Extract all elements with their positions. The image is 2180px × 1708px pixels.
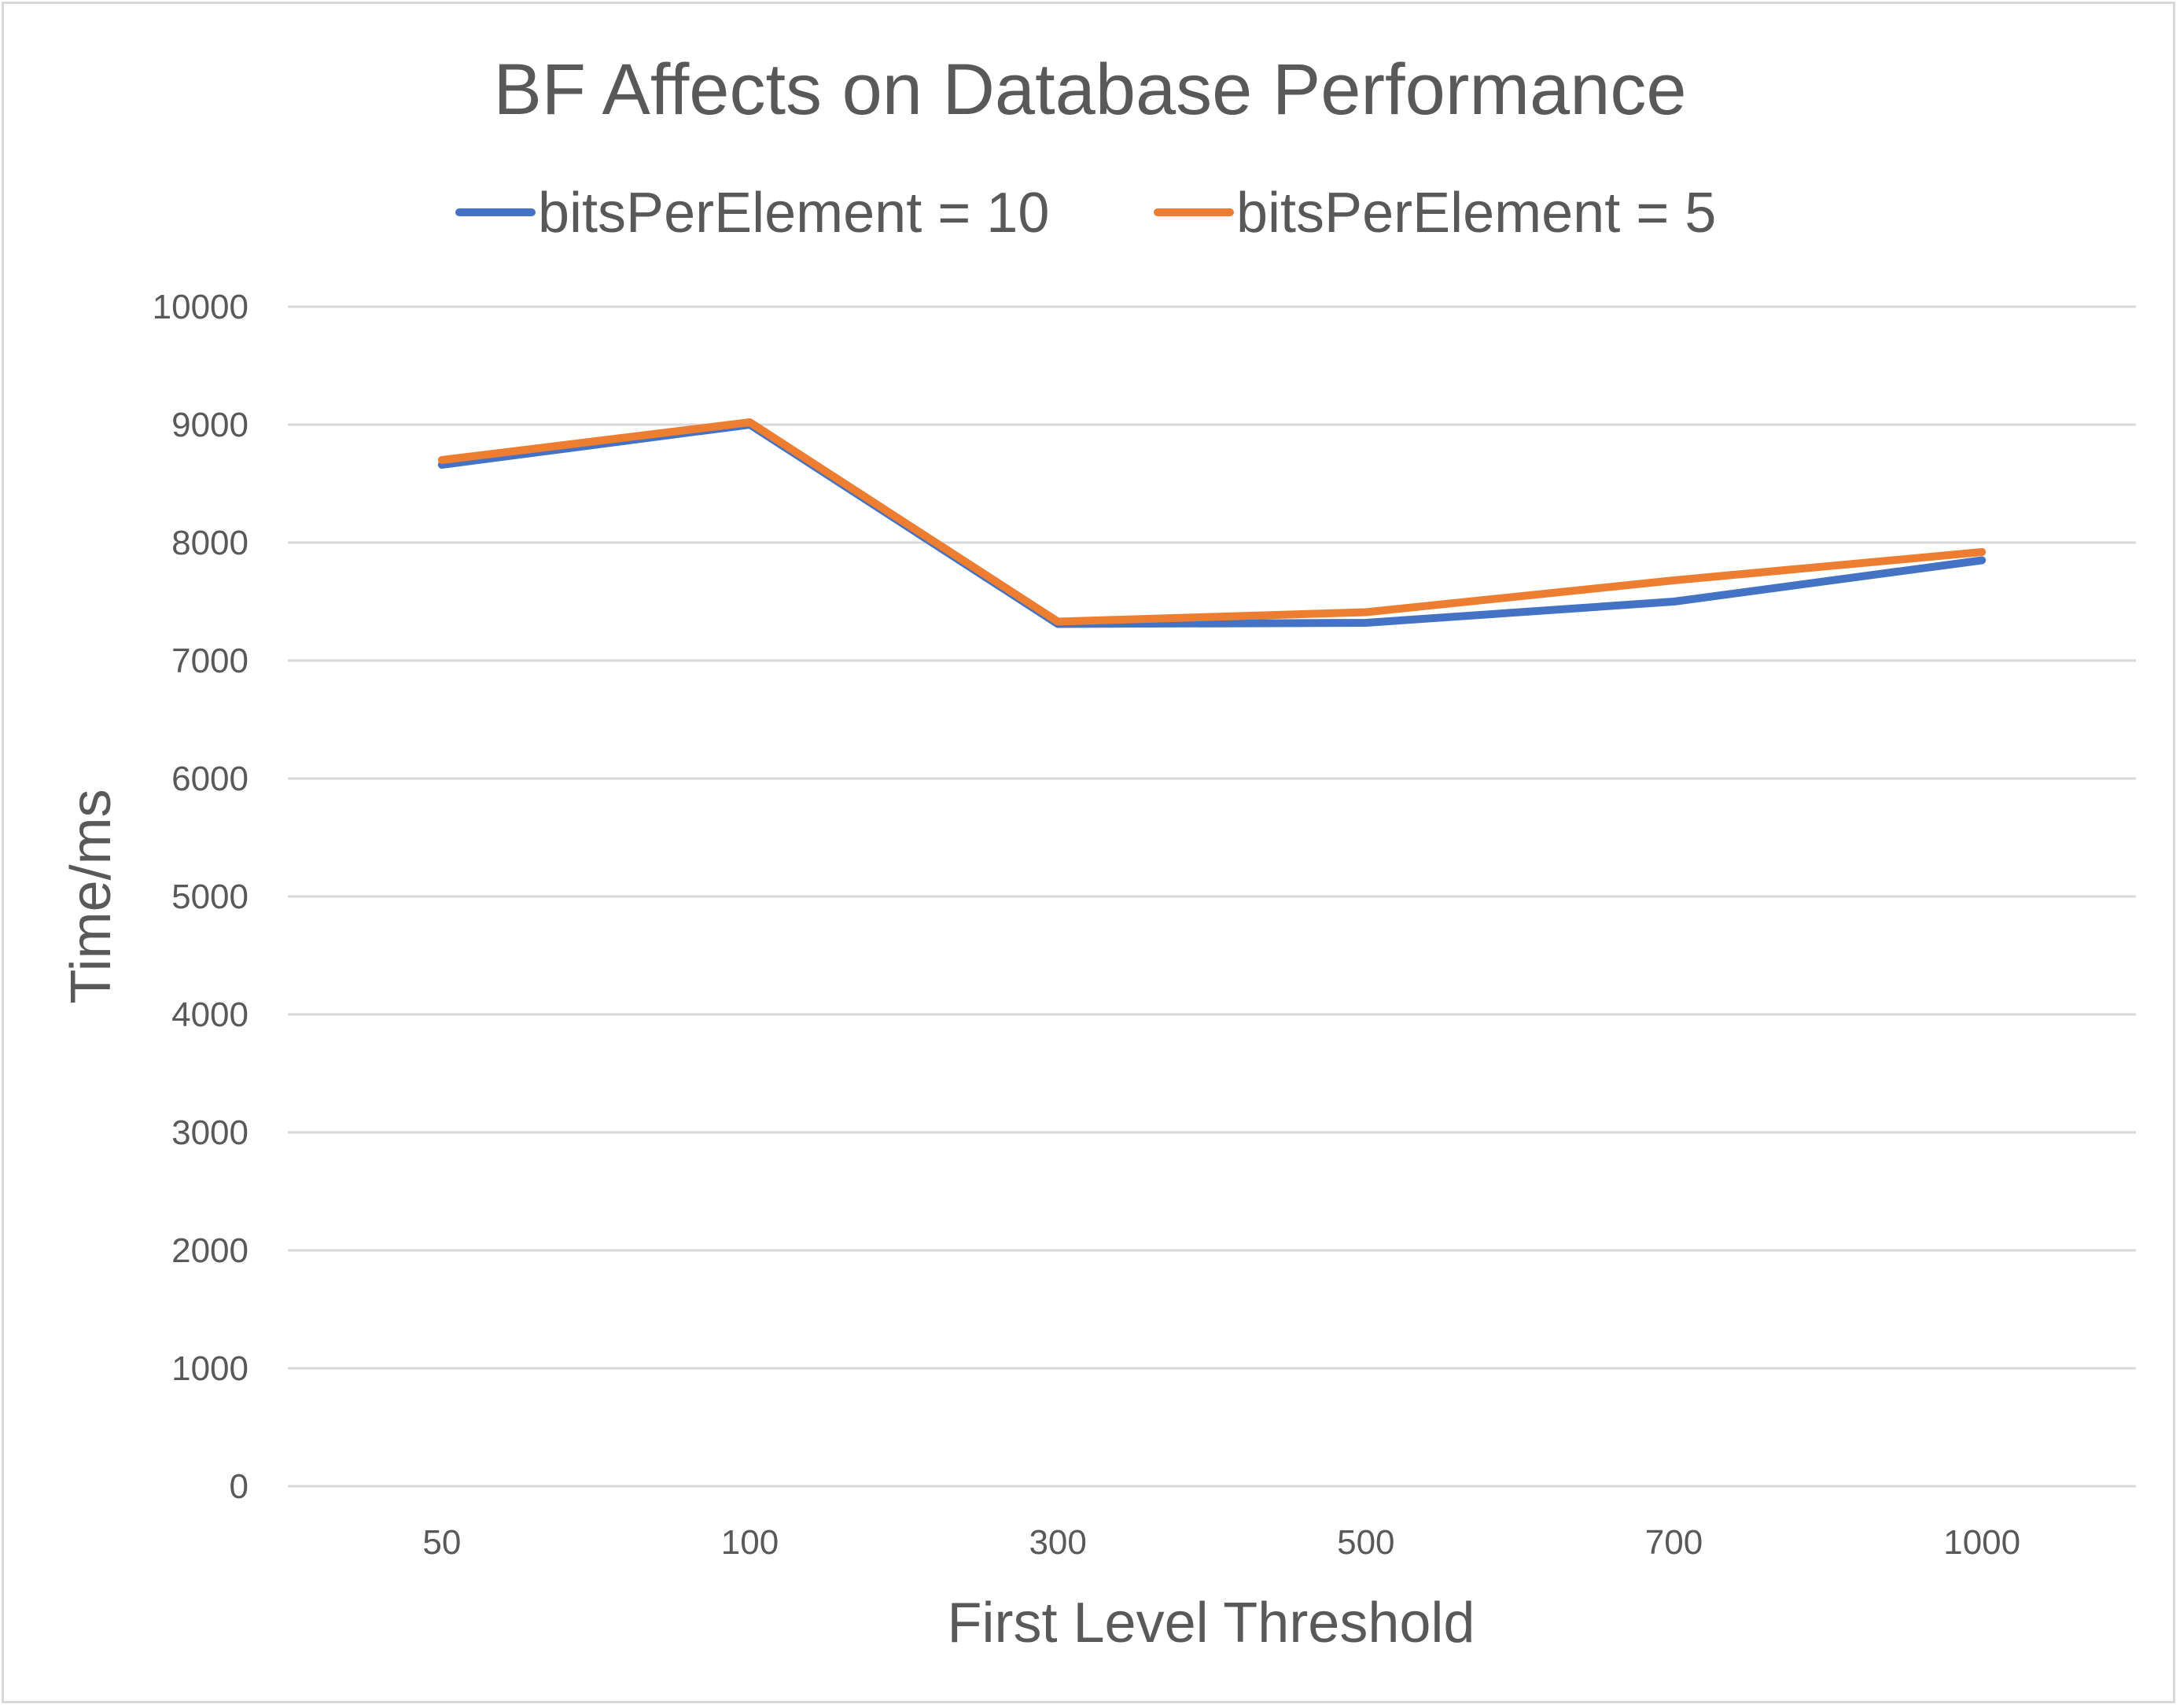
y-tick-label: 3000 — [171, 1114, 249, 1152]
x-axis-title: First Level Threshold — [948, 1592, 1475, 1655]
y-tick-label: 9000 — [171, 406, 249, 444]
y-tick-label: 4000 — [171, 996, 249, 1034]
y-tick-label: 6000 — [171, 760, 249, 798]
x-tick-label: 700 — [1645, 1523, 1703, 1562]
y-tick-label: 2000 — [171, 1231, 249, 1270]
x-axis-ticks: 50 100 300 500 700 1000 — [422, 1523, 2020, 1562]
gridlines — [288, 305, 2136, 1488]
x-tick-label: 50 — [422, 1523, 461, 1562]
series-line-2 — [437, 418, 1987, 626]
x-tick-label: 500 — [1337, 1523, 1394, 1562]
legend-label-2: bitsPerElement = 5 — [1236, 182, 1716, 245]
x-tick-label: 300 — [1029, 1523, 1086, 1562]
y-tick-label: 10000 — [153, 288, 249, 326]
y-axis-title: Time/ms — [60, 789, 123, 1003]
y-tick-label: 0 — [230, 1467, 249, 1506]
legend: bitsPerElement = 10 bitsPerElement = 5 — [455, 182, 1716, 245]
series-lines — [437, 418, 1987, 628]
x-tick-label: 1000 — [1943, 1523, 2020, 1562]
chart-title: BF Affects on Database Performance — [493, 50, 1686, 130]
y-tick-label: 8000 — [171, 524, 249, 562]
legend-label-1: bitsPerElement = 10 — [538, 182, 1049, 245]
y-tick-label: 1000 — [171, 1349, 249, 1388]
y-tick-label: 7000 — [171, 642, 249, 680]
y-tick-label: 5000 — [171, 878, 249, 916]
y-axis-ticks: 0 1000 2000 3000 4000 5000 6000 7000 8000 9000 100… — [153, 288, 249, 1506]
x-tick-label: 100 — [721, 1523, 779, 1562]
series-line-1 — [437, 421, 1987, 628]
